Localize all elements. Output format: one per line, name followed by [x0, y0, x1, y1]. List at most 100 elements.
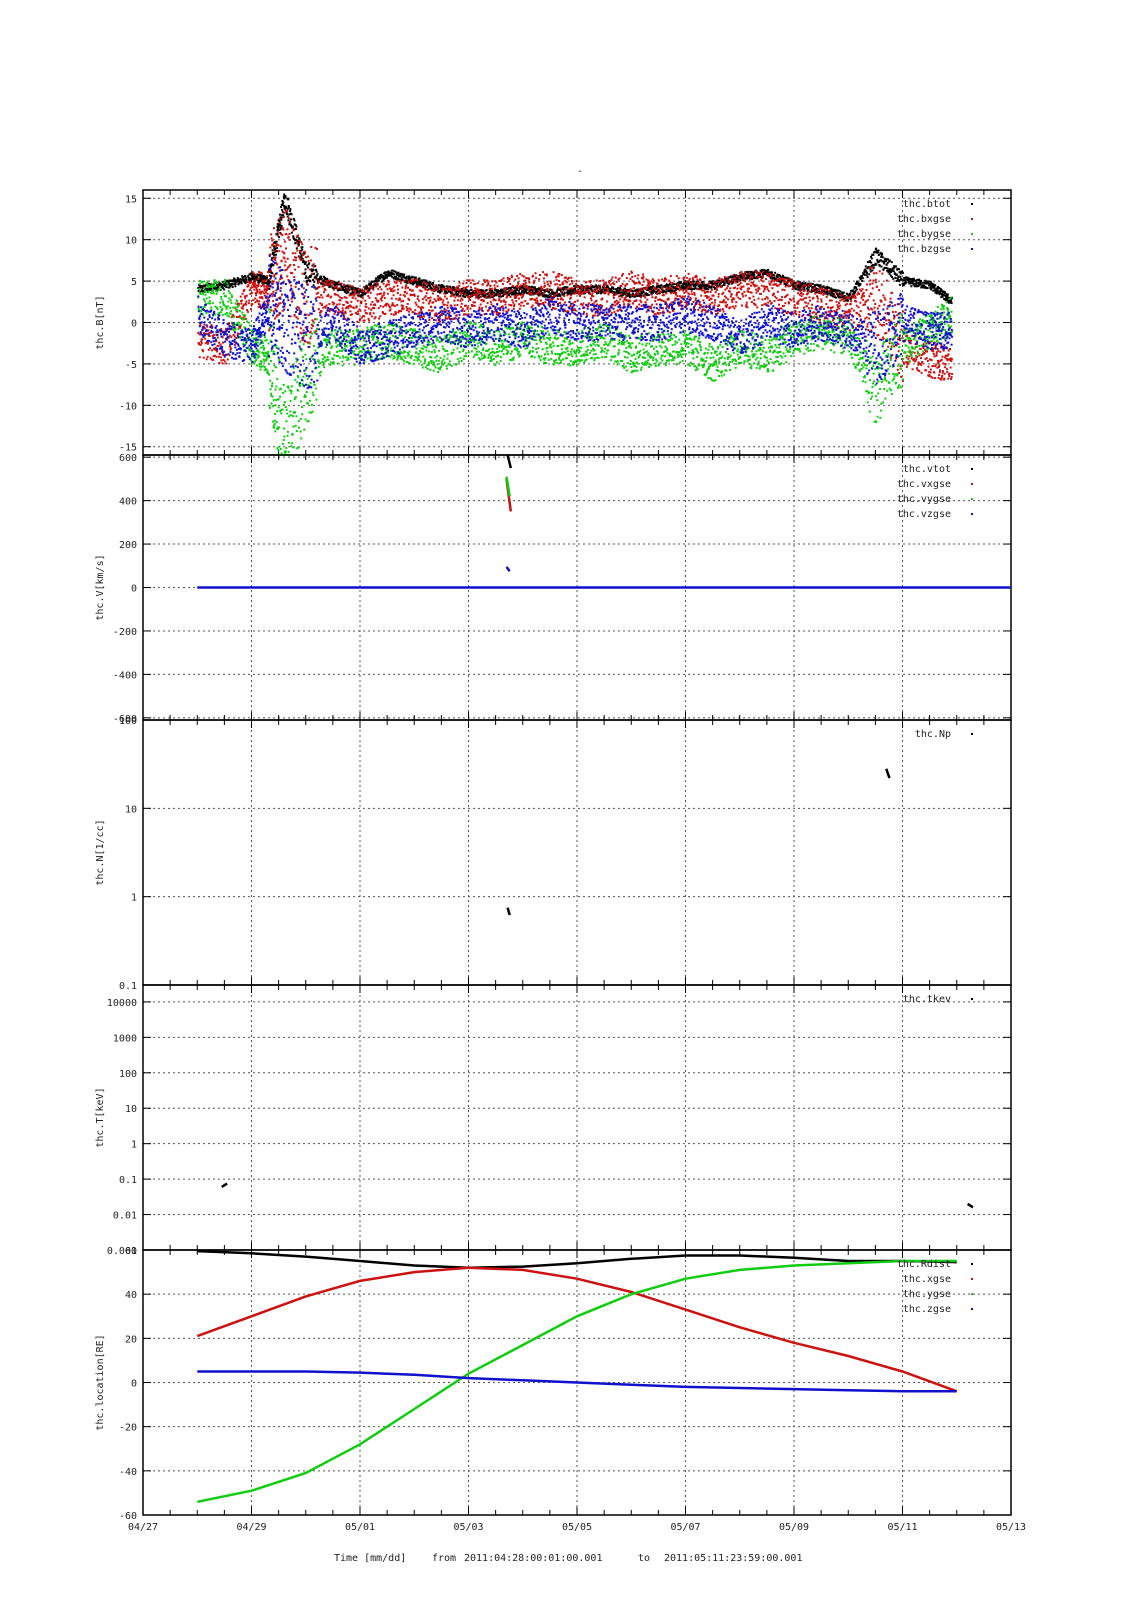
data-point — [817, 289, 820, 292]
data-point — [445, 309, 448, 312]
data-point — [916, 278, 919, 281]
data-point — [689, 297, 692, 300]
data-point — [345, 292, 348, 295]
data-point — [731, 298, 734, 301]
data-point — [617, 290, 620, 293]
data-point — [559, 298, 562, 301]
data-point — [304, 326, 307, 329]
data-point — [241, 278, 244, 281]
data-point — [633, 287, 636, 290]
data-point — [329, 279, 332, 282]
data-point — [513, 287, 516, 290]
data-point — [765, 304, 768, 307]
data-point — [682, 287, 685, 290]
data-point — [257, 302, 260, 305]
data-point — [375, 280, 378, 283]
data-point — [732, 273, 735, 276]
data-point — [735, 278, 738, 281]
data-point — [410, 294, 413, 297]
data-point — [880, 255, 883, 258]
data-point — [368, 319, 371, 322]
data-point — [910, 278, 913, 281]
data-point — [289, 223, 292, 226]
data-point — [413, 282, 416, 285]
data-point — [405, 275, 408, 278]
data-point — [683, 286, 686, 289]
data-point — [320, 294, 323, 297]
data-point — [595, 303, 598, 306]
data-point — [284, 195, 287, 198]
data-point — [503, 289, 506, 292]
data-point — [535, 292, 538, 295]
data-point — [286, 228, 289, 231]
data-point — [378, 317, 381, 320]
data-point — [611, 276, 614, 279]
data-point — [411, 293, 414, 296]
data-point — [677, 288, 680, 291]
data-point — [219, 343, 222, 346]
data-point — [283, 211, 286, 214]
data-point — [289, 210, 292, 213]
data-point — [296, 305, 299, 308]
data-point — [461, 307, 464, 310]
data-point — [607, 287, 610, 290]
data-point — [662, 285, 665, 288]
data-point — [839, 294, 842, 297]
data-point — [783, 289, 786, 292]
data-point — [560, 274, 563, 277]
data-point — [759, 273, 762, 276]
data-point — [273, 250, 276, 253]
data-point — [459, 292, 462, 295]
data-point — [438, 317, 441, 320]
data-point — [624, 296, 627, 299]
data-point — [853, 309, 856, 312]
data-point — [406, 308, 409, 311]
data-point — [562, 293, 565, 296]
data-point — [488, 293, 491, 296]
data-point — [337, 294, 340, 297]
data-point — [538, 291, 541, 294]
data-point — [669, 281, 672, 284]
data-point — [619, 298, 622, 301]
data-point — [743, 290, 746, 293]
data-point — [650, 293, 653, 296]
data-point — [716, 312, 719, 315]
data-point — [239, 326, 242, 329]
data-point — [318, 296, 321, 299]
data-point — [448, 316, 451, 319]
data-point — [230, 279, 233, 282]
data-point — [220, 329, 223, 332]
data-point — [691, 280, 694, 283]
data-point — [215, 284, 218, 287]
data-point — [519, 292, 522, 295]
data-point — [855, 300, 858, 303]
data-point — [475, 289, 478, 292]
data-point — [501, 288, 504, 291]
data-point — [771, 271, 774, 274]
data-point — [572, 312, 575, 315]
data-point — [249, 308, 252, 311]
data-point — [668, 279, 671, 282]
data-point — [564, 286, 567, 289]
data-point — [365, 302, 368, 305]
data-point — [856, 282, 859, 285]
data-point — [617, 295, 620, 298]
data-point — [627, 292, 630, 295]
data-point — [691, 281, 694, 284]
data-point — [876, 260, 879, 263]
data-point — [245, 278, 248, 281]
data-point — [350, 292, 353, 295]
data-point — [617, 301, 620, 304]
data-point — [852, 293, 855, 296]
data-point — [470, 291, 473, 294]
data-point — [788, 285, 791, 288]
data-point — [746, 275, 749, 278]
data-point — [636, 291, 639, 294]
data-point — [721, 300, 724, 303]
data-point — [498, 292, 501, 295]
data-point — [908, 281, 911, 284]
data-point — [668, 306, 671, 309]
data-point — [828, 299, 831, 302]
data-point — [461, 290, 464, 293]
data-point — [312, 324, 315, 327]
